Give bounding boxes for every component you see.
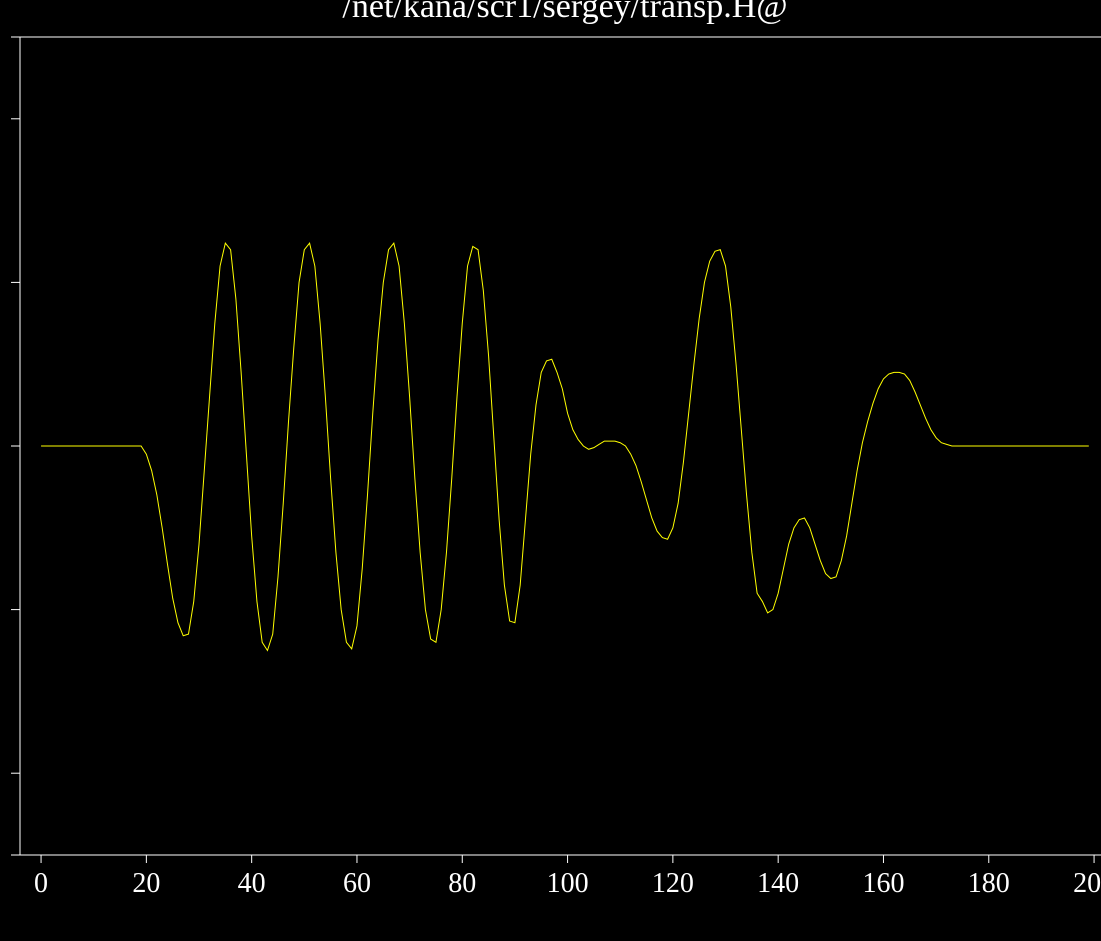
plot-frame — [19, 36, 1101, 856]
x-tick-label: 40 — [238, 868, 266, 899]
x-tick-label: 0 — [34, 868, 48, 899]
data-line — [41, 242, 1089, 652]
x-tick-label: 20 — [132, 868, 160, 899]
x-tick-label: 140 — [757, 868, 799, 899]
x-tick-label: 60 — [343, 868, 371, 899]
x-tick-label: 200 — [1073, 868, 1101, 899]
x-tick-label: 100 — [547, 868, 589, 899]
chart-title: /net/kana/scr1/sergey/transp.H@ — [342, 0, 787, 25]
x-tick-label: 180 — [968, 868, 1010, 899]
x-tick-label: 120 — [652, 868, 694, 899]
x-tick-label: 160 — [862, 868, 904, 899]
x-tick-label: 80 — [448, 868, 476, 899]
